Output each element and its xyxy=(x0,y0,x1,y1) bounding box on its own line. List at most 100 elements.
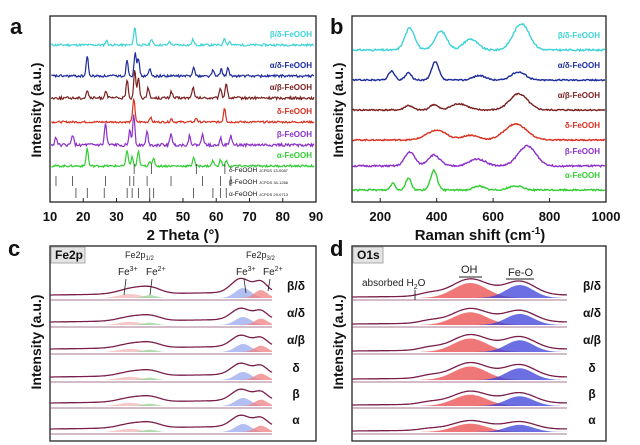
panel-c-ylabel: Intensity (a.u.) xyxy=(28,295,44,390)
raman-series-label: α-FeOOH xyxy=(565,171,600,180)
fe2-arrow-left xyxy=(149,278,153,296)
panel-a-xlabel: 2 Theta (°) xyxy=(147,227,220,244)
xps-component-fill xyxy=(236,373,272,380)
fe3-label-right: Fe3+ xyxy=(236,266,256,278)
raman-series-label: β/δ-FeOOH xyxy=(558,31,600,40)
raman-series-line xyxy=(352,61,606,82)
xps-series-label: β/δ xyxy=(583,279,601,293)
xps-component-fill xyxy=(134,349,166,352)
xtick-label: 40 xyxy=(143,209,157,224)
panel-b-ylabel: Intensity (a.u.) xyxy=(330,63,346,158)
panel-c-frame xyxy=(49,245,317,442)
panel-c: c Fe2p Intensity (a.u.) β/δ α/δ α/β δβα Fe2… xyxy=(8,236,317,442)
xps-component-fill xyxy=(420,283,520,298)
panel-b: b Intensity (a.u.) Raman shift (cm-1) 20… xyxy=(330,14,620,244)
xtick-label: 600 xyxy=(482,209,504,224)
xps-component-fill xyxy=(134,377,166,380)
xps-series-label: δ xyxy=(292,361,299,375)
panel-a-xticks: 10 20 30 40 50 60 70 80 90 xyxy=(43,198,323,224)
fe2-arrow-right xyxy=(267,278,271,292)
fe2p12-label: Fe2p1/2 xyxy=(125,250,155,262)
panel-b-frame xyxy=(351,15,607,203)
fe2-label-right: Fe2+ xyxy=(263,266,283,278)
xps-series-label: α/β xyxy=(583,333,601,347)
xrd-series-label: β-FeOOH xyxy=(277,130,312,139)
xps-envelope-line xyxy=(352,390,567,406)
xps-envelope-line xyxy=(50,414,273,430)
xps-series-label: α xyxy=(292,413,300,427)
xps-envelope-line xyxy=(50,388,273,404)
xrd-series-label: α/δ-FeOOH xyxy=(270,61,312,70)
xps-component-fill xyxy=(236,290,272,298)
xrd-series-line xyxy=(51,98,315,125)
feo-label: Fe-O xyxy=(508,267,534,279)
panel-c-annotations: Fe2p1/2 Fe3+ Fe2+ Fe2p3/2 Fe3+ Fe2+ xyxy=(118,250,283,296)
xps-envelope-line xyxy=(352,307,567,325)
panel-a-references: δ-FeOOH JCPDS 13-0087 β-FeOOH JCPDS 34-12… xyxy=(55,164,289,198)
xtick-label: 400 xyxy=(426,209,448,224)
xps-series-label: α xyxy=(588,413,596,427)
panel-a-ylabel: Intensity (a.u.) xyxy=(28,63,44,158)
panel-a-series: β/δ-FeOOH α/δ-FeOOH α/β-FeOOH δ-FeOOH β-FeOO… xyxy=(50,27,315,169)
xps-envelope-line xyxy=(352,419,567,432)
xrd-series-line xyxy=(50,114,315,149)
xps-series-label: α/β xyxy=(287,333,305,347)
xrd-series-label: α/β-FeOOH xyxy=(270,83,312,92)
panel-d-frame xyxy=(351,245,607,442)
raman-series-label: α/δ-FeOOH xyxy=(558,61,600,70)
fe2p32-label: Fe2p3/2 xyxy=(246,250,276,262)
panel-d-annotations: absorbed H2O OH Fe-O xyxy=(362,264,534,300)
xrd-series-label: β/δ-FeOOH xyxy=(270,30,312,39)
xps-component-fill xyxy=(134,295,166,298)
xps-component-fill xyxy=(236,425,272,432)
panel-c-series: β/δ α/δ α/β δβα xyxy=(50,277,305,435)
panel-d-title-box xyxy=(352,246,384,264)
xrd-series-label: δ-FeOOH xyxy=(277,107,312,116)
xps-component-fill xyxy=(420,312,520,325)
panel-b-xlabel: Raman shift (cm-1) xyxy=(415,226,546,244)
absorbed-h2o-label: absorbed H2O xyxy=(362,278,426,291)
xps-envelope-line xyxy=(352,278,567,298)
xtick-label: 200 xyxy=(369,209,391,224)
panel-c-letter: c xyxy=(8,236,20,261)
xtick-label: 20 xyxy=(76,209,90,224)
xps-component-fill xyxy=(134,429,166,432)
xps-component-fill xyxy=(134,322,166,325)
xps-series-label: α/δ xyxy=(583,306,601,320)
panel-b-letter: b xyxy=(330,14,343,39)
xps-component-fill xyxy=(420,366,520,380)
xtick-label: 50 xyxy=(176,209,190,224)
xps-envelope-line xyxy=(352,361,567,380)
xps-component-fill xyxy=(476,396,563,406)
raman-series-line xyxy=(352,122,606,142)
xps-component-fill xyxy=(476,313,563,325)
xrd-series-label: α-FeOOH xyxy=(277,151,312,160)
xtick-label: 1000 xyxy=(592,209,621,224)
xps-envelope-line xyxy=(50,334,273,350)
xps-envelope-line xyxy=(50,277,273,296)
panel-d-series: β/δ α/δ α/β δβα xyxy=(352,278,601,435)
xtick-label: 10 xyxy=(43,209,57,224)
xps-series-label: β xyxy=(292,387,299,401)
xps-series-label: δ xyxy=(588,361,595,375)
xrd-series-line xyxy=(50,27,315,48)
raman-series-line xyxy=(352,168,606,193)
xtick-label: 800 xyxy=(539,209,561,224)
xps-component-fill xyxy=(236,345,272,352)
panel-c-title-box xyxy=(50,246,86,264)
raman-series-line xyxy=(352,22,606,53)
xps-series-label: β xyxy=(588,387,595,401)
xrd-series-line xyxy=(51,147,315,169)
panel-d: d O1s Intensity (a.u.) β/δ α/δ α/β δβα abso… xyxy=(330,236,607,442)
fe3-arrow-right xyxy=(243,278,247,294)
panel-d-letter: d xyxy=(330,236,343,261)
xps-series-label: β/δ xyxy=(287,279,305,293)
ref-label: δ-FeOOH JCPDS 13-0087 xyxy=(229,167,289,174)
ref-label: α-FeOOH JCPDS 29-0713 xyxy=(229,191,289,198)
xps-component-fill xyxy=(236,318,272,325)
xtick-label: 70 xyxy=(242,209,256,224)
raman-series-label: δ-FeOOH xyxy=(565,121,600,130)
xps-component-fill xyxy=(476,340,563,352)
xps-component-fill xyxy=(420,338,520,352)
